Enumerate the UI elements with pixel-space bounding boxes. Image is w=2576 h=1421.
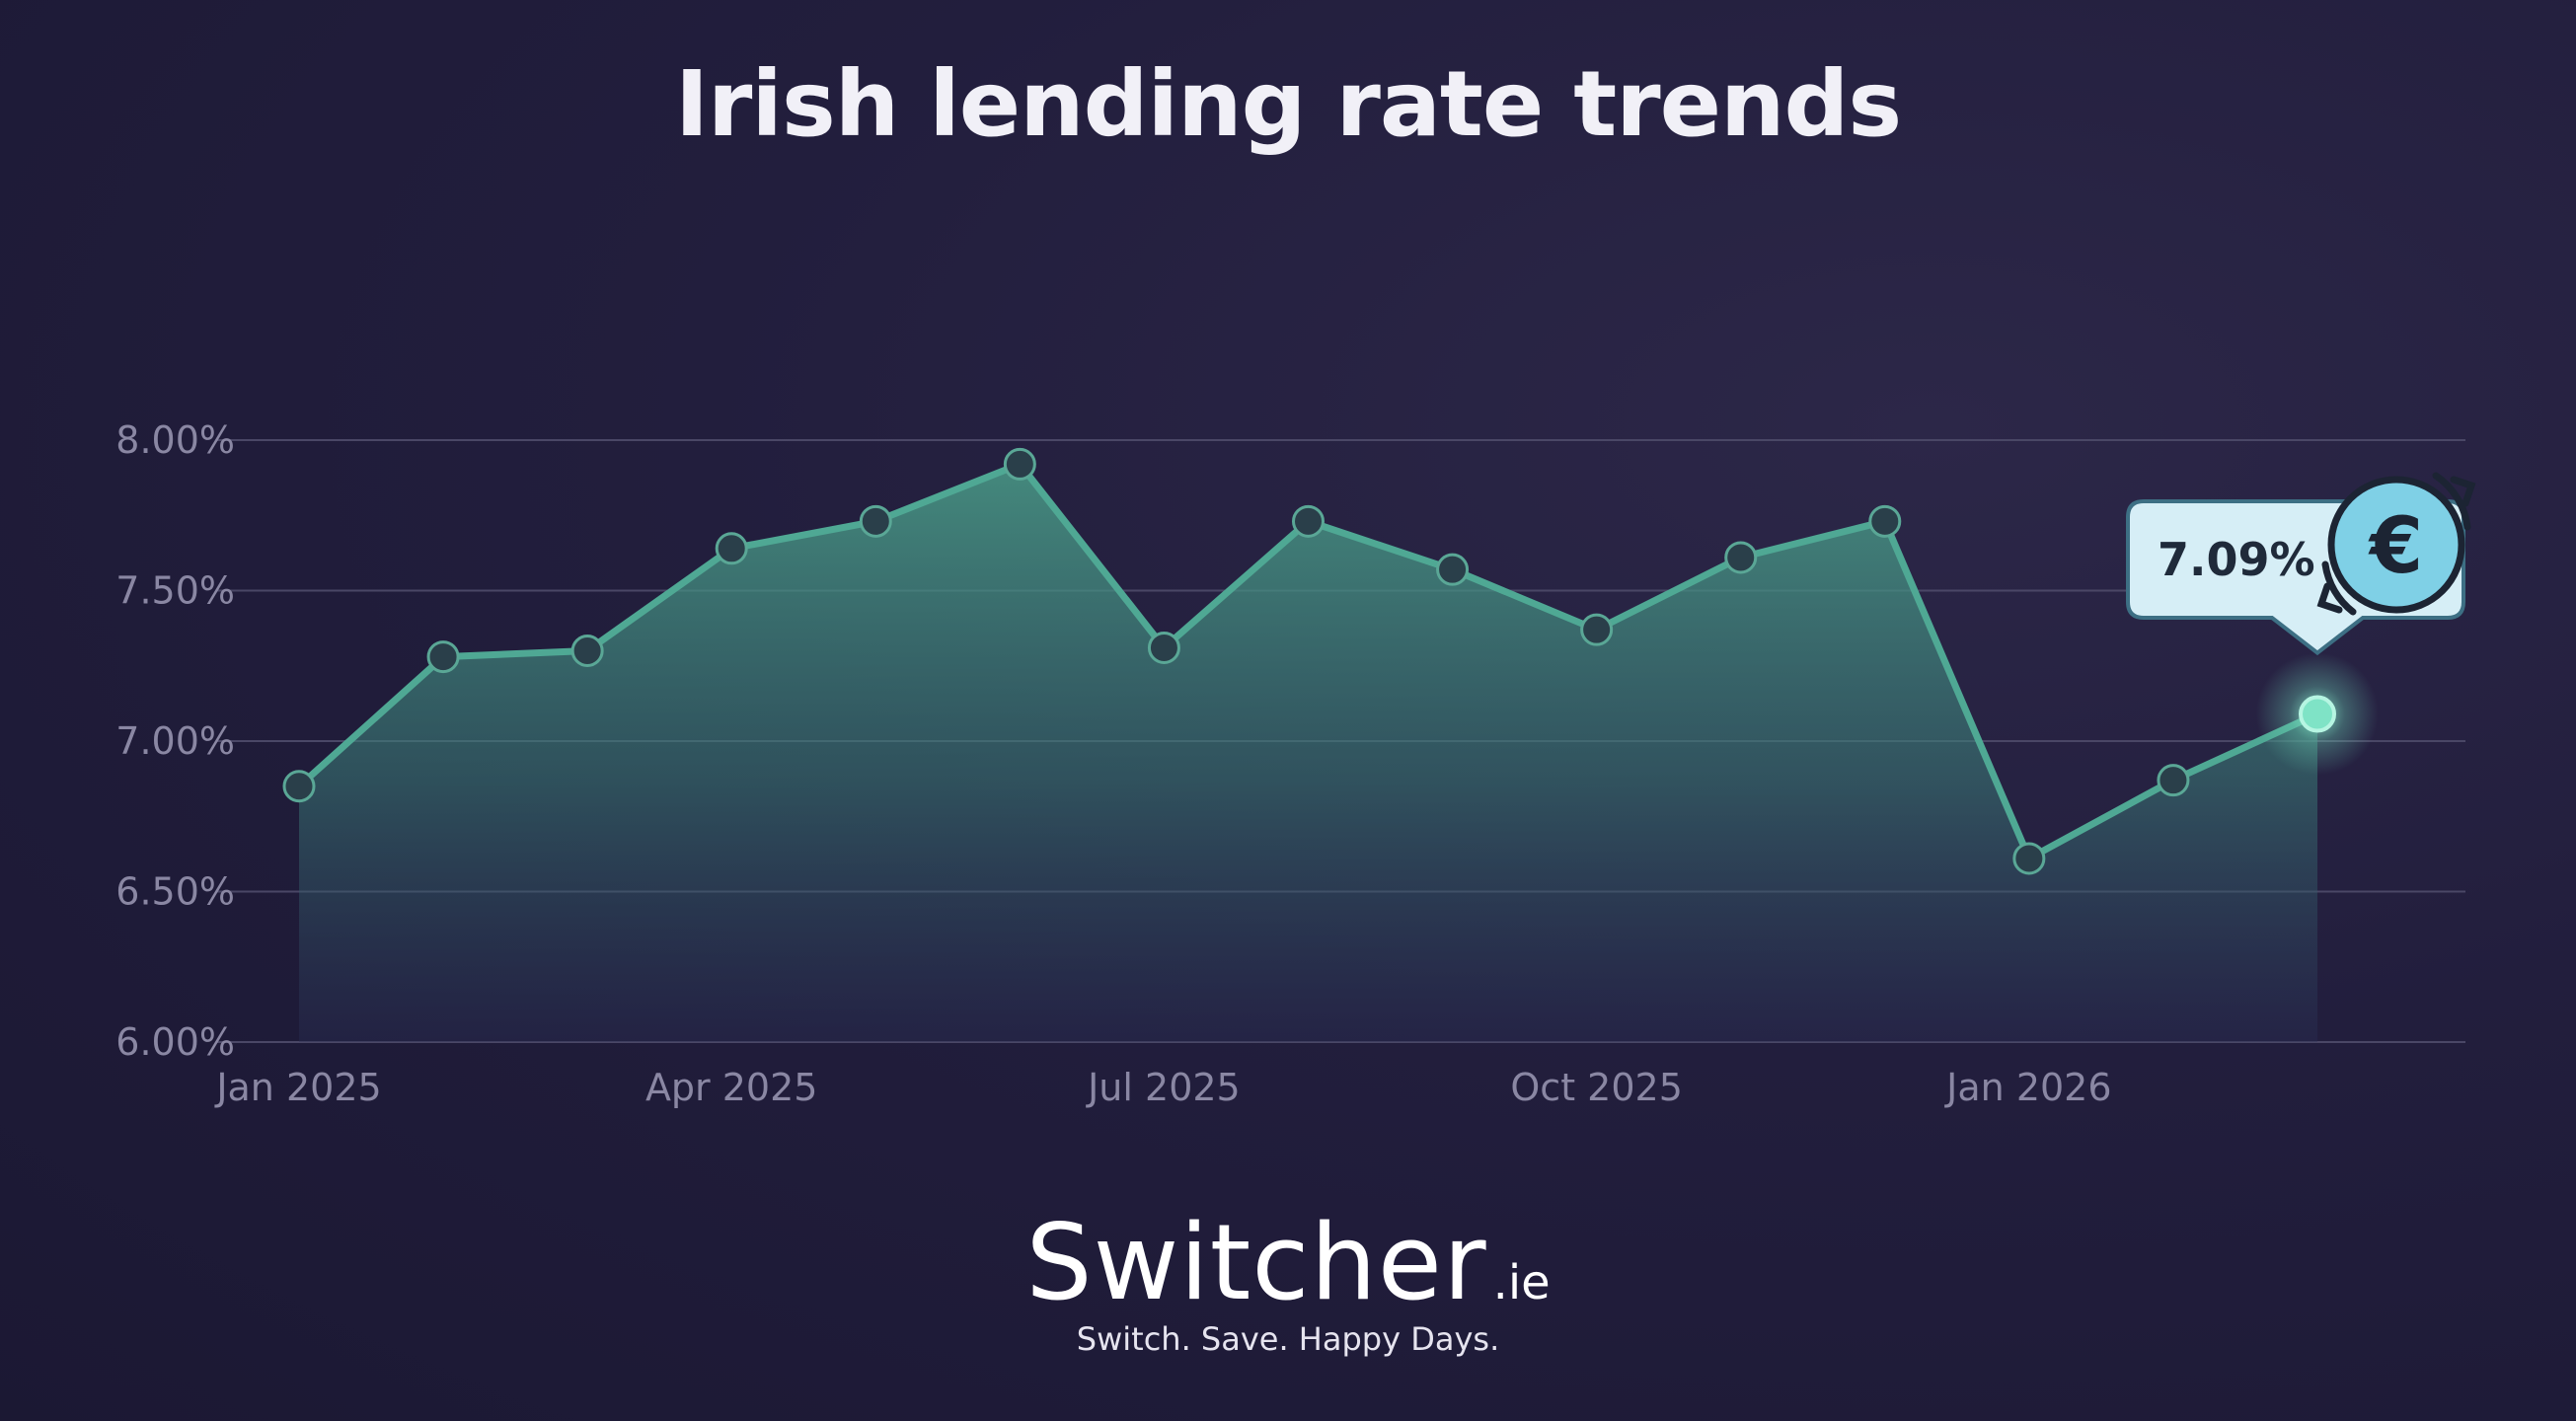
svg-text:€: € [2368,502,2423,591]
callout-label: 7.09% [2158,533,2315,586]
data-point [1724,541,1758,574]
x-tick-label: Jan 2025 [214,1066,381,1109]
x-tick-label: Jan 2026 [1944,1066,2111,1109]
highlight-point [2299,695,2336,733]
brand-tagline: Switch. Save. Happy Days. [1076,1320,1500,1358]
data-point [1147,631,1180,664]
chart-title: Irish lending rate trends [674,51,1902,157]
x-tick-label: Apr 2025 [645,1066,818,1109]
data-point [715,532,748,565]
data-point [1003,447,1036,481]
data-point [859,504,892,538]
data-point [426,640,460,674]
y-tick-label: 6.50% [115,870,235,914]
brand-logo: Switcher .ie [0,1202,2576,1323]
brand-tld: .ie [1492,1255,1551,1310]
data-point [1436,553,1470,586]
x-tick-label: Oct 2025 [1510,1066,1683,1109]
brand-name: Switcher [1025,1202,1487,1323]
data-points [282,447,2379,875]
value-callout: 7.09% € [2126,472,2476,656]
euro-icon: € [2316,472,2476,616]
series-area [299,464,2317,1042]
line-area-chart: 6.00% 6.50% 7.00% 7.50% 8.00% Jan 2025 Apr 20… [115,418,2476,1109]
y-axis-ticks: 6.00% 6.50% 7.00% 7.50% 8.00% [115,418,235,1064]
x-tick-label: Jul 2025 [1086,1066,1241,1109]
data-point [1868,504,1902,538]
y-tick-label: 6.00% [115,1020,235,1064]
data-point [2157,764,2190,797]
data-point [1580,613,1614,646]
y-tick-label: 8.00% [115,418,235,462]
x-axis-ticks: Jan 2025 Apr 2025 Jul 2025 Oct 2025 Jan 2026 [214,1066,2111,1109]
data-point [2012,842,2046,875]
y-tick-label: 7.00% [115,719,235,763]
y-tick-label: 7.50% [115,569,235,613]
data-point [282,770,316,803]
data-point [570,635,604,667]
data-point [1292,504,1325,538]
